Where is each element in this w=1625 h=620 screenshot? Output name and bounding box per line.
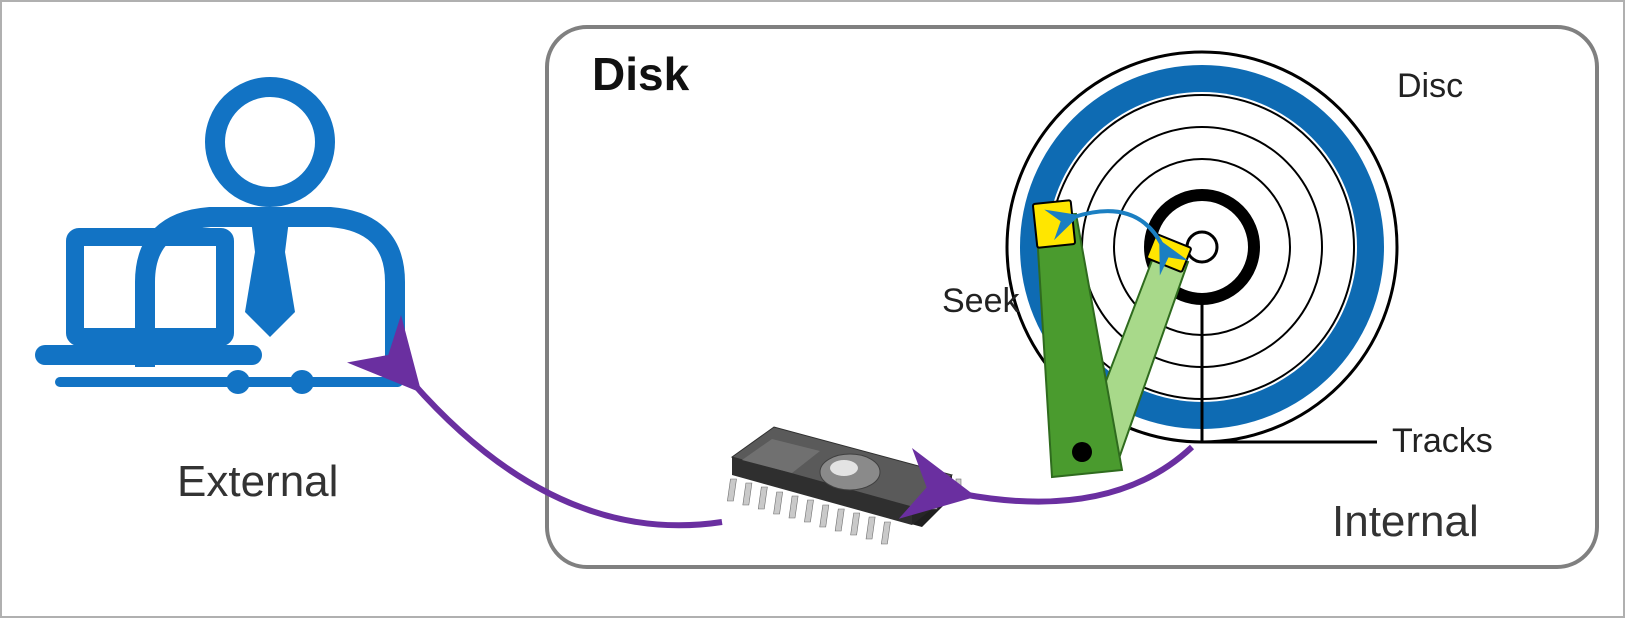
internal-label: Internal bbox=[1332, 497, 1479, 547]
disc-label: Disc bbox=[1397, 67, 1463, 106]
disk-title: Disk bbox=[592, 47, 689, 101]
tracks-label: Tracks bbox=[1392, 422, 1493, 461]
seek-head-outer bbox=[1033, 200, 1075, 248]
external-label: External bbox=[177, 457, 338, 507]
tie-icon bbox=[245, 212, 295, 337]
seek-pivot-dot bbox=[1072, 442, 1092, 462]
seek-label: Seek bbox=[942, 282, 1020, 321]
user-laptop-icon bbox=[45, 87, 398, 394]
outer-frame: Disk Disc Tracks Seek Internal External bbox=[0, 0, 1625, 618]
